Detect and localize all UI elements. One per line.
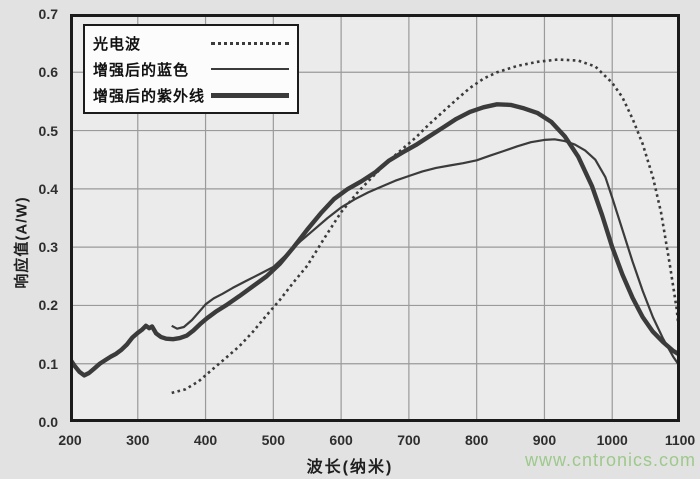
x-tick-label: 300 <box>126 432 150 448</box>
y-tick-label: 0.4 <box>38 180 58 197</box>
x-tick-label: 600 <box>329 432 353 448</box>
y-tick-label: 0.5 <box>38 122 58 139</box>
legend-label: 增强后的蓝色 <box>93 61 190 79</box>
y-axis-title: 响应值(A/W) <box>13 196 31 289</box>
x-axis-title: 波长(纳米) <box>306 459 394 476</box>
plot-border <box>70 14 680 422</box>
legend-item: 增强后的紫外线 <box>93 82 290 108</box>
legend-line-swatch-thin <box>211 68 289 70</box>
y-tick-label: 0.7 <box>38 6 58 22</box>
legend-label: 光电波 <box>93 35 142 53</box>
x-tick-label: 1100 <box>664 432 696 448</box>
legend-item: 增强后的蓝色 <box>93 56 289 82</box>
y-tick-label: 0.1 <box>38 355 58 372</box>
x-tick-label: 900 <box>532 432 557 448</box>
y-tick-label: 0.2 <box>38 297 58 314</box>
legend-box: 光电波增强后的蓝色 增强后的紫外线 <box>83 24 299 114</box>
y-tick-label: 0.3 <box>38 239 58 256</box>
x-tick-label: 1000 <box>596 432 628 448</box>
x-tick-label: 700 <box>397 432 421 448</box>
series-line-1 <box>171 138 680 368</box>
y-tick-label: 0.6 <box>38 64 58 81</box>
x-tick-label: 500 <box>261 432 285 448</box>
series-line-2 <box>70 102 680 378</box>
x-tick-label: 200 <box>58 432 82 448</box>
legend-label: 增强后的紫外线 <box>93 87 206 105</box>
x-tick-label: 800 <box>464 432 489 448</box>
watermark-text: www.cntronics.com <box>524 450 696 470</box>
legend-item: 光电波 <box>93 30 289 56</box>
series-line-0 <box>171 58 680 395</box>
legend-line-swatch-dotted <box>211 41 289 45</box>
legend-line-swatch-thick <box>211 92 290 98</box>
y-tick-label: 0.0 <box>38 414 58 430</box>
x-tick-label: 400 <box>193 432 218 448</box>
